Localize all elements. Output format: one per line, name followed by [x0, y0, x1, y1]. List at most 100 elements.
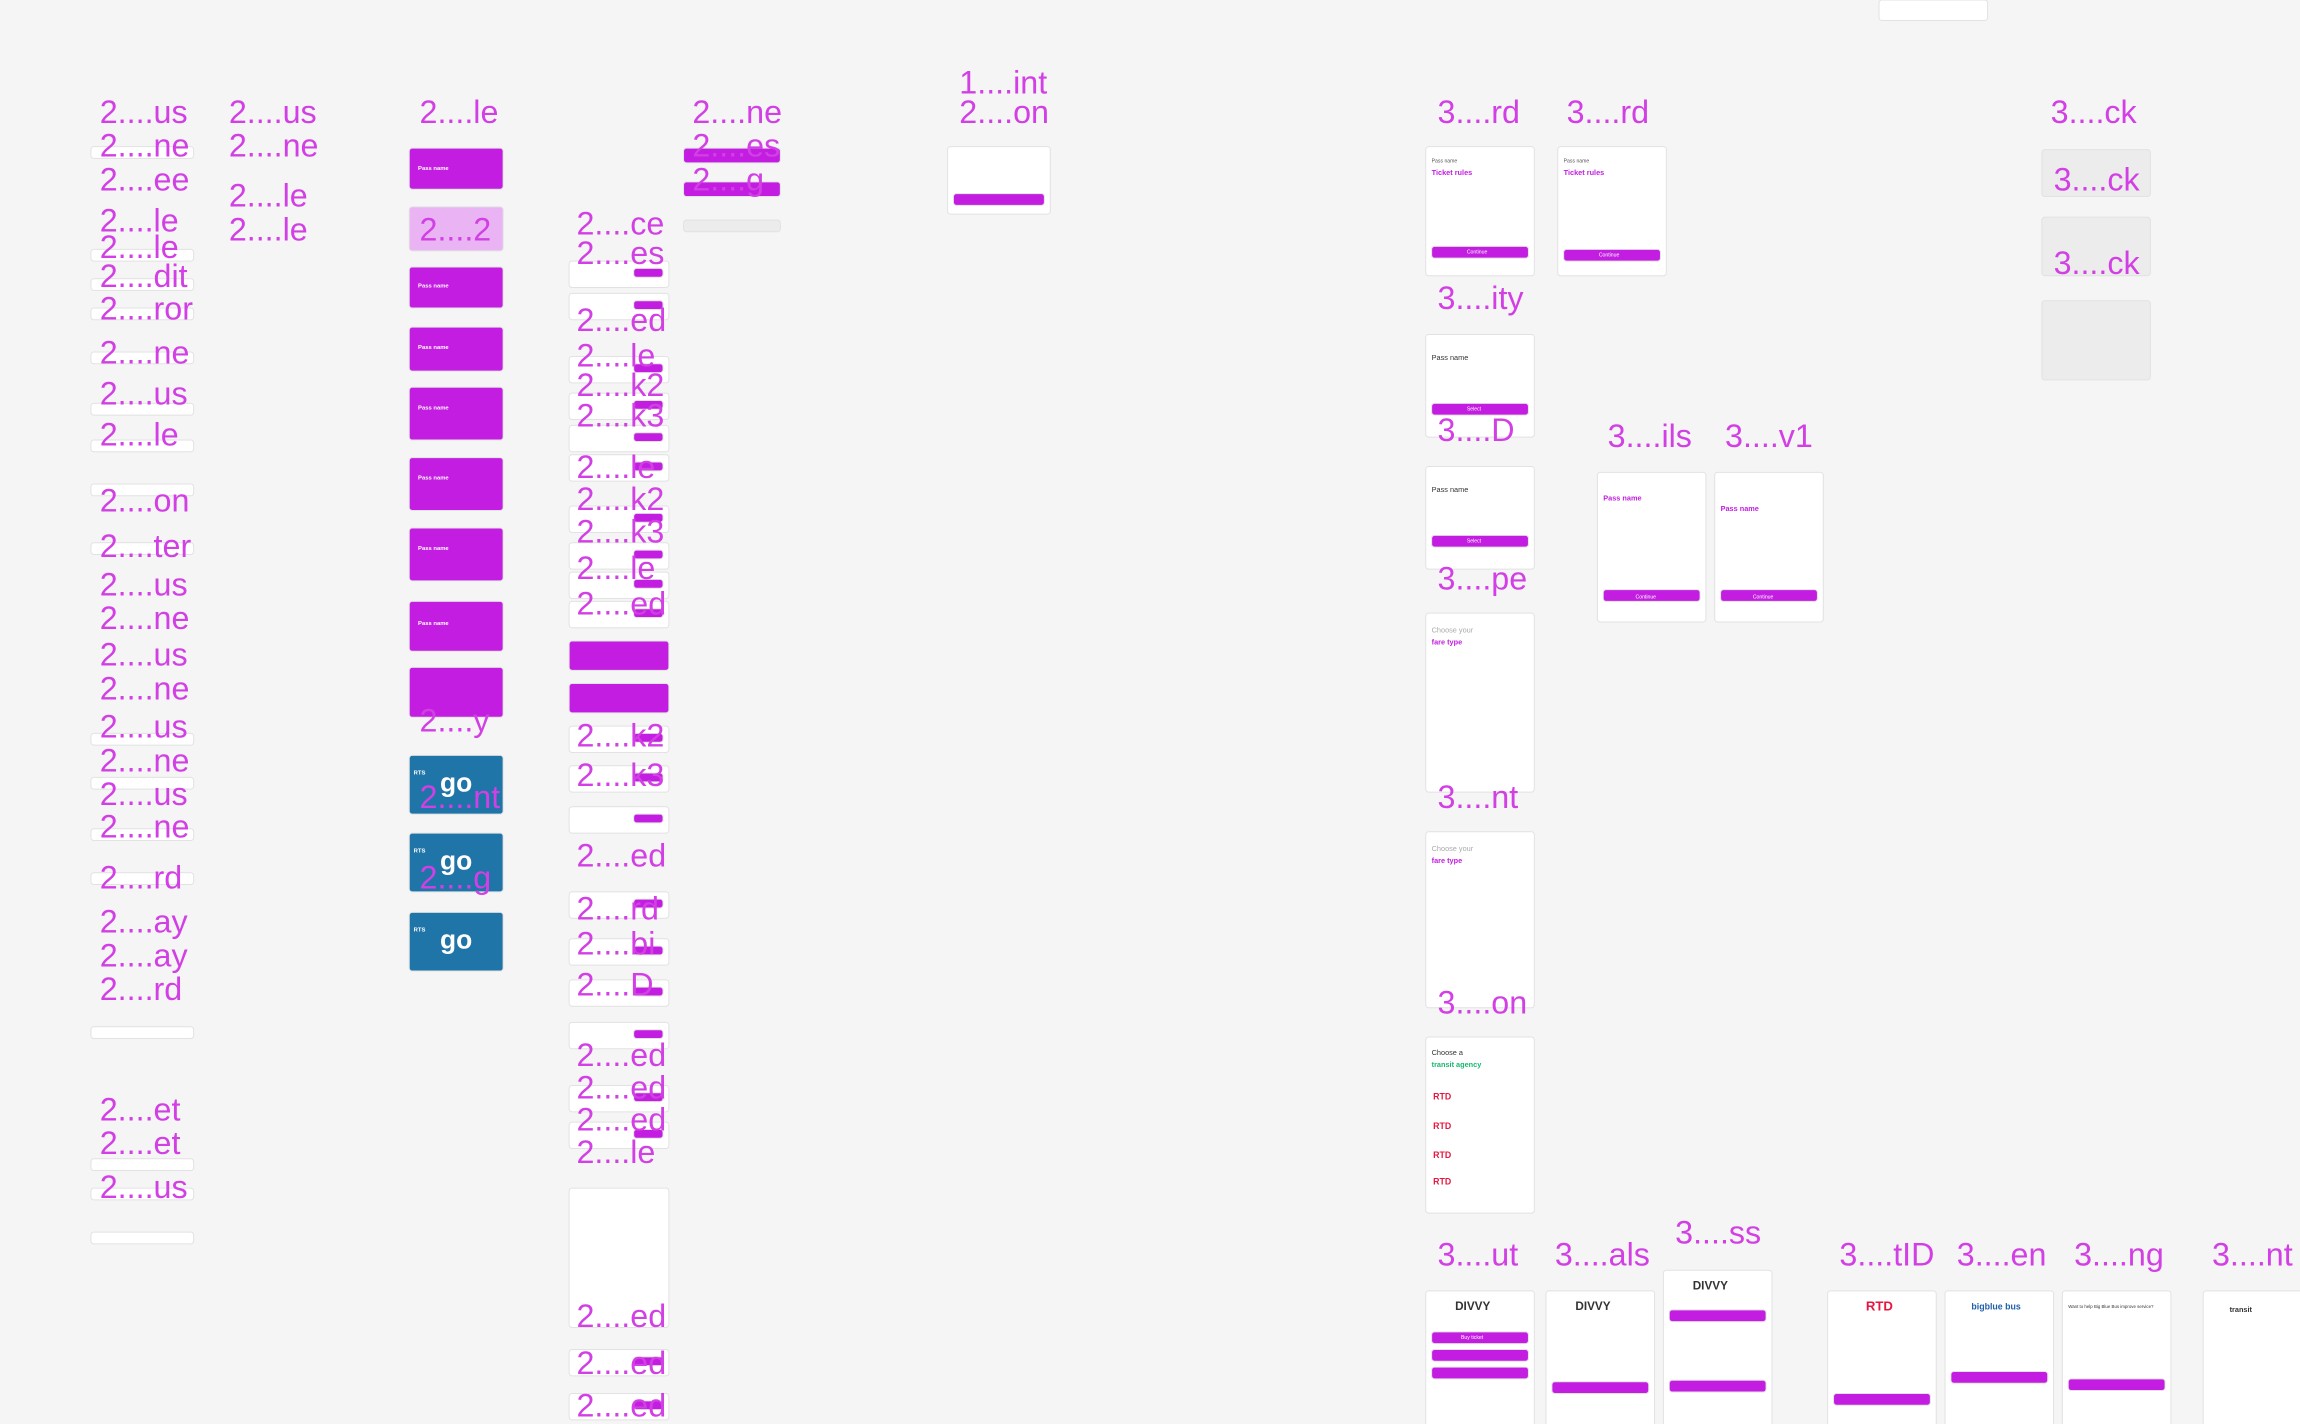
list-item[interactable] [90, 439, 195, 453]
ticket-button[interactable] [633, 1356, 664, 1367]
ticket-button[interactable] [633, 1092, 664, 1103]
primary-button[interactable] [1668, 1309, 1767, 1323]
frame-label[interactable]: 2....ay [100, 937, 189, 973]
list-item[interactable] [90, 1231, 195, 1245]
frame-label[interactable]: 2....k2 [576, 717, 664, 753]
frame-label[interactable]: 3....als [1555, 1237, 1650, 1273]
primary-button[interactable] [1431, 402, 1529, 416]
ticket-button[interactable] [633, 986, 664, 997]
ticket-button[interactable] [633, 363, 664, 374]
frame-label[interactable]: 2....le [100, 229, 179, 265]
ticket-card[interactable] [568, 454, 670, 482]
list-item[interactable] [90, 402, 195, 416]
phone-frame[interactable] [1827, 1290, 1937, 1424]
list-item[interactable] [90, 351, 195, 365]
ticket-button[interactable] [633, 608, 664, 619]
frame-label[interactable]: 3....ck [2054, 245, 2141, 281]
go-card[interactable] [408, 911, 504, 972]
frame-label[interactable]: 3....rd [1438, 94, 1521, 130]
frame-label[interactable]: 2....ed [576, 1345, 666, 1381]
frame-label[interactable]: 2....et [100, 1125, 181, 1161]
snackbar-frame[interactable] [2041, 216, 2151, 277]
ticket-button[interactable] [633, 1029, 664, 1040]
frame-label[interactable]: 2....us [100, 776, 188, 812]
frame-label[interactable]: 3....rd [1567, 94, 1650, 130]
ticket-card[interactable] [568, 505, 670, 533]
ticket-card[interactable] [568, 640, 670, 671]
snackbar-frame[interactable] [2041, 300, 2151, 381]
frame-label[interactable]: 2....es [576, 235, 664, 271]
frame-label[interactable]: 3....ut [1438, 1237, 1519, 1273]
frame-label[interactable]: 2....ter [100, 528, 192, 564]
frame-label[interactable]: 2....ne [692, 94, 782, 130]
frame-label[interactable]: 2....le [100, 417, 179, 453]
ticket-card[interactable] [568, 260, 670, 288]
pass-card[interactable] [408, 326, 504, 372]
ticket-card[interactable] [568, 683, 670, 714]
pass-card[interactable] [408, 457, 504, 511]
pass-card[interactable] [408, 147, 504, 190]
phone-frame[interactable] [1425, 465, 1535, 570]
frame-label[interactable]: 3....ils [1608, 418, 1692, 454]
frame-label[interactable]: 2....k3 [576, 757, 664, 793]
ticket-button[interactable] [633, 549, 664, 560]
primary-button[interactable] [1668, 1379, 1767, 1393]
phone-frame[interactable] [1662, 1269, 1773, 1424]
frame[interactable] [1878, 0, 1989, 22]
ticket-card[interactable] [568, 891, 670, 919]
frame-label[interactable]: 2....rd [100, 971, 183, 1007]
list-item[interactable] [90, 1026, 195, 1040]
list-item[interactable] [90, 542, 195, 555]
primary-button[interactable] [1950, 1370, 2049, 1384]
frame-label[interactable]: 2....et [100, 1091, 181, 1127]
list-item[interactable] [90, 872, 195, 886]
ticket-card[interactable] [568, 1121, 670, 1150]
pass-card[interactable] [408, 386, 504, 441]
frame-label[interactable]: 2....ed [576, 1069, 666, 1105]
frame-label[interactable]: 2....k3 [576, 513, 664, 549]
pass-card[interactable] [408, 600, 504, 652]
frame-label[interactable]: 2....ne [100, 742, 190, 778]
list-item[interactable] [90, 278, 195, 291]
go-card[interactable] [408, 754, 504, 815]
ticket-button[interactable] [633, 267, 664, 278]
list-item[interactable] [90, 776, 195, 790]
list-item[interactable] [90, 1187, 195, 1201]
ticket-card[interactable] [568, 424, 670, 453]
frame-label[interactable]: 2....ne [100, 670, 190, 706]
ticket-card[interactable] [568, 392, 670, 421]
pass-card[interactable] [408, 527, 504, 582]
ticket-card[interactable] [568, 1021, 670, 1050]
frame-label[interactable]: 3....nt [1438, 779, 1519, 815]
frame-label[interactable]: 3....en [1957, 1237, 2047, 1273]
frame-label[interactable]: 2....es [692, 128, 780, 164]
ticket-card[interactable] [568, 355, 670, 384]
ticket-card[interactable] [568, 725, 670, 753]
list-item[interactable] [90, 146, 195, 159]
frame-label[interactable]: 2....g [420, 860, 492, 896]
ticket-card[interactable] [568, 1392, 670, 1421]
frame-label[interactable]: 2....le [420, 94, 499, 130]
frame-label[interactable]: 2....us [229, 94, 317, 130]
phone-frame[interactable] [2061, 1290, 2172, 1424]
frame-label[interactable]: 2....ed [576, 1037, 666, 1073]
list-item[interactable] [90, 732, 195, 746]
phone-frame[interactable] [1425, 612, 1535, 793]
pass-list[interactable] [568, 1187, 670, 1328]
frame-label[interactable]: 2....nt [420, 779, 501, 815]
list-item[interactable] [90, 1158, 195, 1172]
frame-label[interactable]: 2....on [959, 94, 1049, 130]
frame-label[interactable]: 2....k2 [576, 481, 664, 517]
frame-label[interactable]: 2....us [100, 94, 188, 130]
ticket-card[interactable] [568, 806, 670, 834]
frame-label[interactable]: 3....tID [1839, 1237, 1934, 1273]
dialog-button[interactable] [952, 193, 1045, 206]
frame-label[interactable]: 2....bi [576, 926, 655, 962]
pass-card[interactable] [408, 666, 504, 718]
frame-label[interactable]: 2....2 [420, 211, 492, 247]
frame-label[interactable]: 2....us [100, 376, 188, 412]
frame-label[interactable]: 2....ne [100, 335, 190, 371]
phone-frame[interactable] [1425, 1036, 1535, 1214]
ticket-card[interactable] [568, 1348, 670, 1377]
frame-label[interactable]: 3....on [1438, 984, 1528, 1020]
